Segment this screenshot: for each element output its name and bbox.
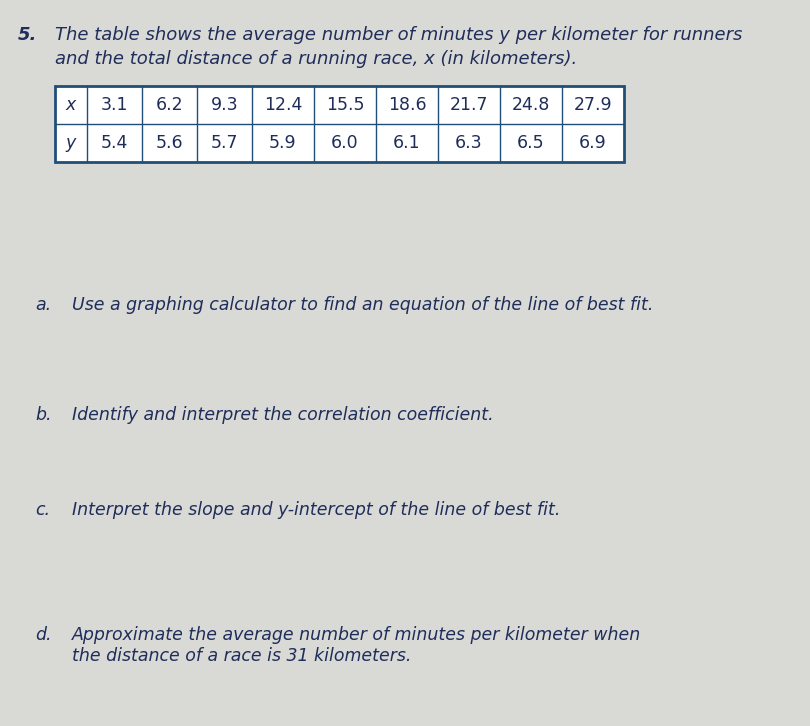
Text: 6.1: 6.1: [393, 134, 421, 152]
Text: b.: b.: [35, 406, 52, 424]
Text: 6.5: 6.5: [518, 134, 545, 152]
Text: 9.3: 9.3: [211, 96, 238, 114]
Bar: [55, 86, 624, 162]
Text: 3.1: 3.1: [100, 96, 128, 114]
Text: 6.3: 6.3: [455, 134, 483, 152]
Text: 5.: 5.: [18, 26, 37, 44]
Text: 5.4: 5.4: [100, 134, 128, 152]
Text: 27.9: 27.9: [573, 96, 612, 114]
Text: 5.9: 5.9: [269, 134, 296, 152]
Bar: [55, 86, 624, 162]
Text: 6.0: 6.0: [331, 134, 359, 152]
Text: 12.4: 12.4: [264, 96, 302, 114]
Text: Approximate the average number of minutes per kilometer when
the distance of a r: Approximate the average number of minute…: [72, 626, 642, 665]
Text: 6.9: 6.9: [579, 134, 607, 152]
Text: Identify and interpret the correlation coefficient.: Identify and interpret the correlation c…: [72, 406, 493, 424]
Text: 5.7: 5.7: [211, 134, 238, 152]
Text: x: x: [66, 96, 76, 114]
Text: y: y: [66, 134, 76, 152]
Text: Interpret the slope and y-intercept of the line of best fit.: Interpret the slope and y-intercept of t…: [72, 501, 561, 519]
Text: a.: a.: [35, 296, 51, 314]
Text: c.: c.: [35, 501, 50, 519]
Text: 15.5: 15.5: [326, 96, 364, 114]
Text: 24.8: 24.8: [512, 96, 550, 114]
Text: 6.2: 6.2: [156, 96, 183, 114]
Text: 21.7: 21.7: [450, 96, 488, 114]
Text: d.: d.: [35, 626, 52, 644]
Text: 5.6: 5.6: [156, 134, 183, 152]
Text: The table shows the average number of minutes y per kilometer for runners: The table shows the average number of mi…: [55, 26, 743, 44]
Text: Use a graphing calculator to find an equation of the line of best fit.: Use a graphing calculator to find an equ…: [72, 296, 654, 314]
Text: and the total distance of a running race, x (in kilometers).: and the total distance of a running race…: [55, 50, 578, 68]
Text: 18.6: 18.6: [388, 96, 426, 114]
